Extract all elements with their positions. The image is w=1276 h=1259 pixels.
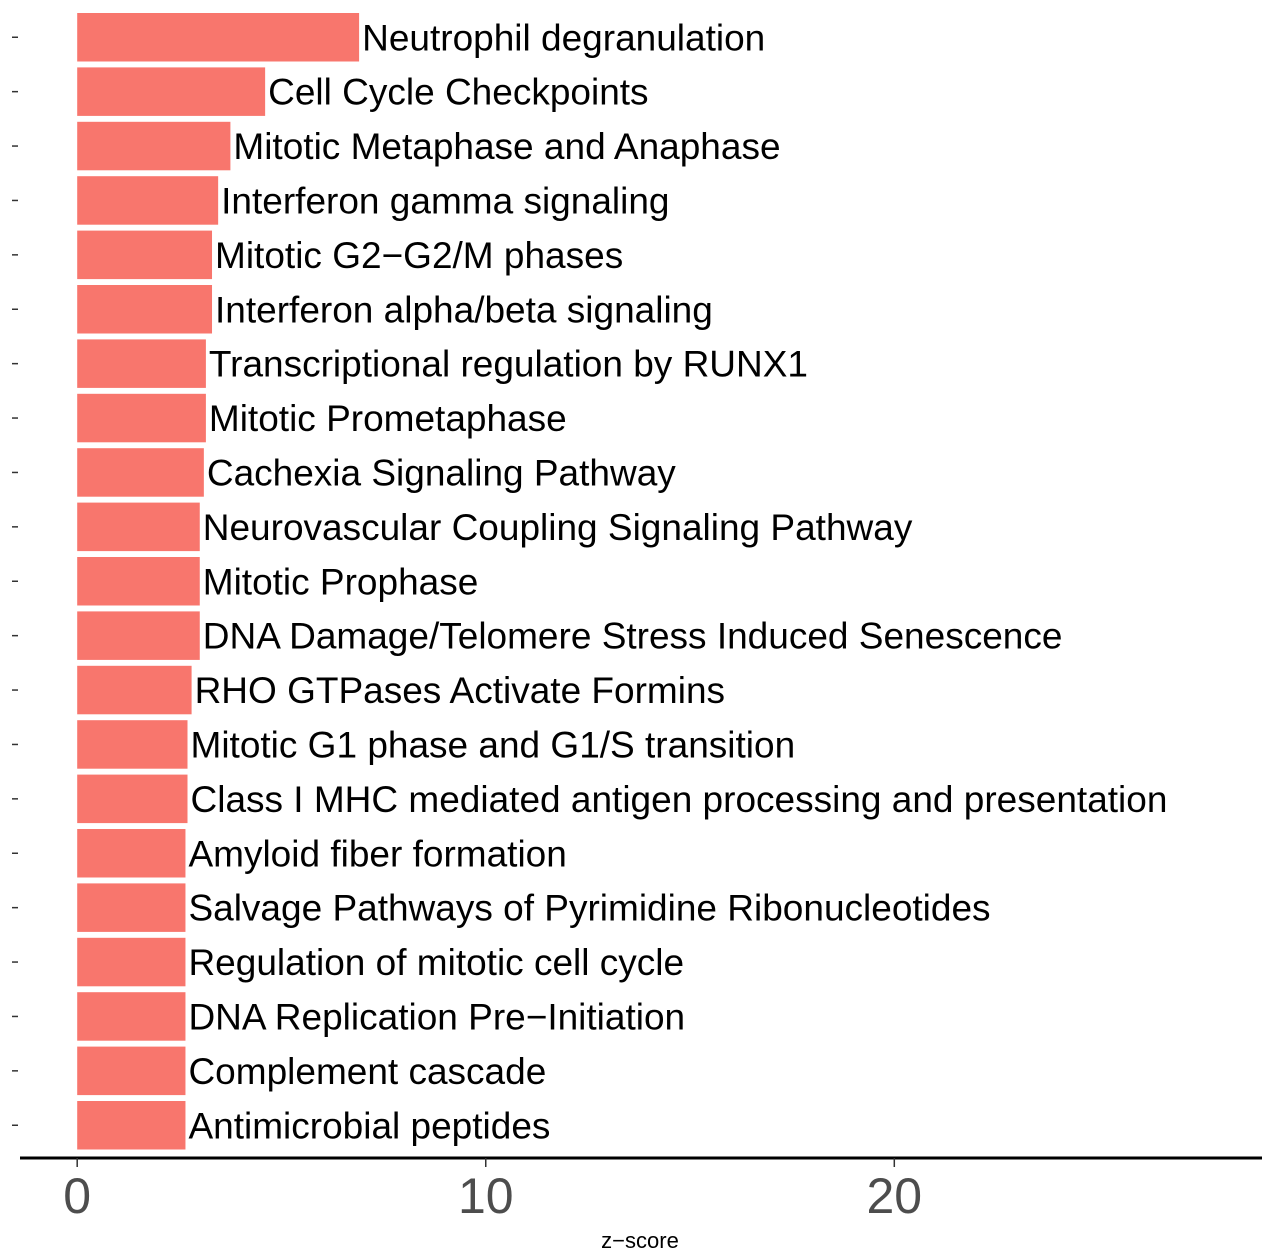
bar-label: Mitotic G1 phase and G1/S transition xyxy=(191,724,796,765)
bars-group xyxy=(77,13,360,1150)
bar-label: Interferon gamma signaling xyxy=(221,180,669,221)
bar xyxy=(77,611,200,660)
bar-labels-group: Neutrophil degranulation Cell Cycle Check… xyxy=(188,17,1167,1146)
bar xyxy=(77,665,192,715)
bar xyxy=(77,176,219,225)
bar-label: Antimicrobial peptides xyxy=(188,1105,550,1146)
bar-label: Cachexia Signaling Pathway xyxy=(207,452,676,493)
bar xyxy=(77,67,266,116)
bar xyxy=(77,937,186,987)
bar xyxy=(77,339,206,388)
x-tick-label: 20 xyxy=(866,1168,922,1224)
bar-label: Mitotic Metaphase and Anaphase xyxy=(233,126,780,167)
x-ticks-group: 0 10 20 xyxy=(63,1158,922,1224)
bar xyxy=(77,448,204,497)
bar-label: Amyloid fiber formation xyxy=(188,833,566,874)
bar-label: Class I MHC mediated antigen processing … xyxy=(191,779,1168,820)
bar-label: Mitotic G2−G2/M phases xyxy=(215,235,623,276)
bar xyxy=(77,13,360,62)
bar-label: Mitotic Prophase xyxy=(203,561,479,602)
bar-label: Mitotic Prometaphase xyxy=(209,398,567,439)
bar-label: Cell Cycle Checkpoints xyxy=(268,72,648,113)
bar xyxy=(77,829,186,878)
y-ticks-group xyxy=(12,36,18,1126)
bar-label: Regulation of mitotic cell cycle xyxy=(188,942,684,983)
bar-label: Salvage Pathways of Pyrimidine Ribonucle… xyxy=(188,888,990,929)
bar xyxy=(77,230,213,280)
bar xyxy=(77,720,188,769)
bar xyxy=(77,992,186,1041)
bar-label: DNA Damage/Telomere Stress Induced Senes… xyxy=(203,616,1063,657)
bar xyxy=(77,393,206,443)
bar xyxy=(77,502,200,552)
bar xyxy=(77,774,188,824)
x-tick-label: 0 xyxy=(63,1168,91,1224)
x-tick-label: 10 xyxy=(458,1168,514,1224)
bar xyxy=(77,557,200,606)
bar-label: DNA Replication Pre−Initiation xyxy=(188,996,685,1037)
bar-label: Complement cascade xyxy=(188,1051,546,1092)
bar xyxy=(77,1101,186,1150)
bar-label: Neurovascular Coupling Signaling Pathway xyxy=(203,507,913,548)
bar-label: Neutrophil degranulation xyxy=(362,17,765,58)
bar xyxy=(77,1046,186,1096)
bar xyxy=(77,285,213,334)
x-axis-title: z−score xyxy=(601,1228,679,1253)
bar-label: RHO GTPases Activate Formins xyxy=(195,670,725,711)
bar xyxy=(77,121,231,171)
bar-label: Transcriptional regulation by RUNX1 xyxy=(209,344,808,385)
bar-label: Interferon alpha/beta signaling xyxy=(215,289,713,330)
bar xyxy=(77,883,186,932)
